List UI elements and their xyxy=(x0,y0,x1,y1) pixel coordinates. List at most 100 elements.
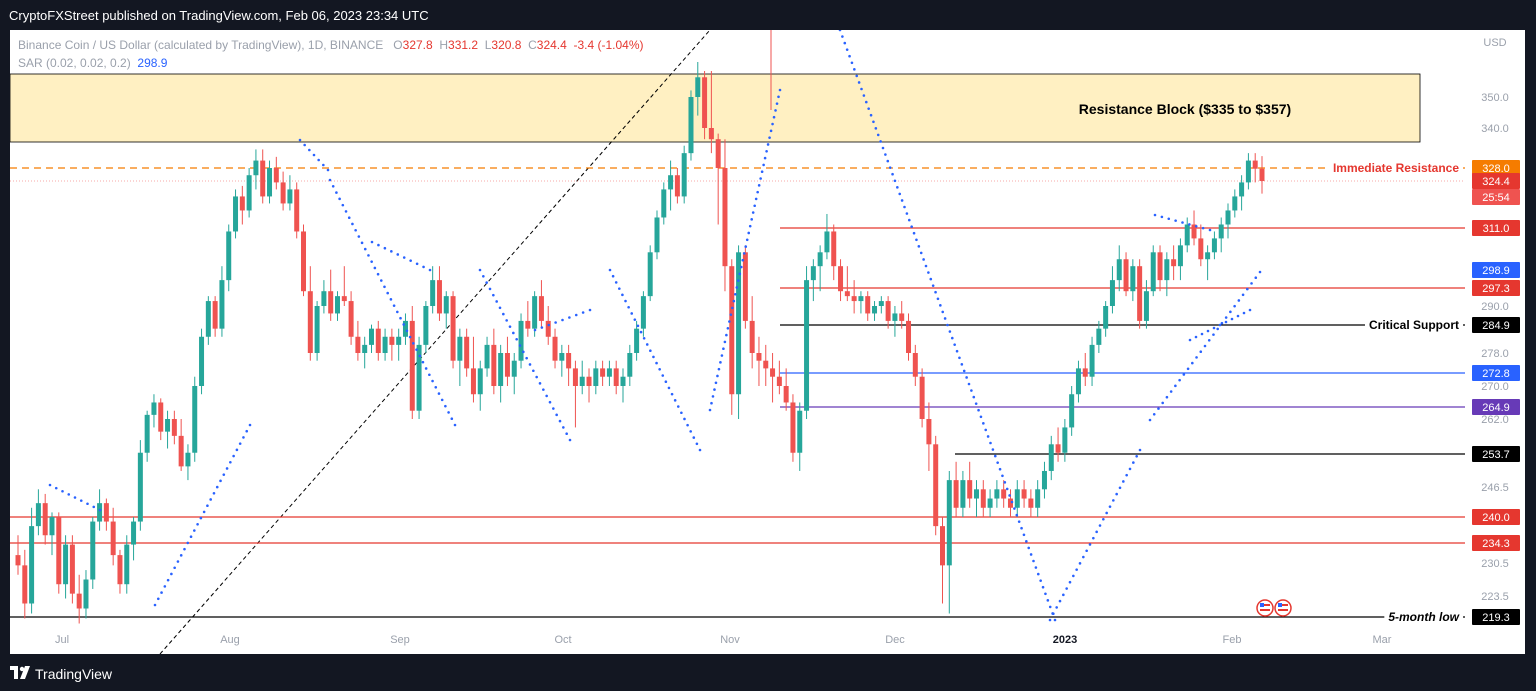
sar-dot xyxy=(953,343,956,346)
sar-dot xyxy=(173,566,176,570)
sar-dot xyxy=(1220,321,1224,325)
sar-dot xyxy=(1135,454,1138,458)
level-tag xyxy=(1472,280,1520,296)
candle-body xyxy=(1096,328,1102,345)
sar-dot xyxy=(1029,553,1033,556)
candle xyxy=(69,535,75,604)
candle-body xyxy=(178,435,184,467)
sar-dot xyxy=(774,109,777,112)
sar-dot xyxy=(1212,333,1215,336)
candle-body xyxy=(545,320,551,337)
sar-dot xyxy=(683,417,686,421)
candle-body xyxy=(158,402,164,432)
candle-body xyxy=(15,555,21,566)
candle-body xyxy=(1123,259,1129,292)
candle xyxy=(593,360,599,395)
sar-dot xyxy=(547,323,551,327)
sar-dot xyxy=(317,158,320,162)
sar-dot xyxy=(202,510,206,514)
sar-dot xyxy=(1128,467,1132,471)
sar-dot xyxy=(919,251,923,255)
candle-body xyxy=(1001,489,1007,499)
symbol-legend: Binance Coin / US Dollar (calculated by … xyxy=(18,38,644,52)
sar-dot xyxy=(1208,228,1212,232)
sar-dot xyxy=(370,240,374,244)
sar-dot xyxy=(1236,314,1240,318)
candle-body xyxy=(702,77,708,128)
candle xyxy=(294,182,300,239)
sar-dot xyxy=(495,300,498,303)
candle xyxy=(872,301,878,321)
candle xyxy=(1184,217,1190,253)
candle-body xyxy=(933,444,939,527)
sar-dot xyxy=(335,191,338,194)
candle-body xyxy=(722,168,728,267)
sar-dot xyxy=(1041,585,1045,589)
sar-dot xyxy=(79,499,83,502)
candle xyxy=(1218,217,1224,253)
sar-dot xyxy=(841,35,844,38)
candle-body xyxy=(117,555,123,585)
sar-dot xyxy=(392,304,396,307)
sar-dot xyxy=(1246,287,1249,291)
candle xyxy=(885,296,891,329)
candle-body xyxy=(42,503,48,536)
candlestick-chart[interactable]: Resistance Block ($335 to $357) Immediat… xyxy=(10,30,1525,654)
sar-dot xyxy=(1157,407,1160,410)
sar-dot xyxy=(751,211,755,214)
candle xyxy=(600,360,606,386)
trendline xyxy=(159,30,711,654)
sar-dot xyxy=(568,316,571,319)
sar-dot xyxy=(554,321,557,324)
candle xyxy=(1069,386,1075,436)
sar-dot xyxy=(61,489,64,493)
candle-body xyxy=(253,160,259,176)
sar-dot xyxy=(614,281,618,284)
candle-body xyxy=(267,168,273,197)
level-label: Critical Support xyxy=(1369,318,1459,332)
sar-dot xyxy=(485,281,488,284)
sar-dot xyxy=(199,516,203,520)
price-tags-layer: 328.0 311.0 297.3 284.9 272.8 264.9 253.7 240.0… xyxy=(1472,160,1520,625)
sar-dot xyxy=(760,170,764,174)
candle xyxy=(1150,245,1156,297)
sar-dot xyxy=(538,382,542,385)
candle xyxy=(1130,259,1136,302)
sar-dot xyxy=(206,504,209,507)
sar-dot xyxy=(428,268,432,272)
sar-dot xyxy=(731,306,734,310)
sar-dot xyxy=(907,218,911,222)
tradingview-logo-icon[interactable] xyxy=(10,666,30,680)
sar-dot xyxy=(1153,213,1157,217)
candle-body xyxy=(63,544,69,585)
candle-body xyxy=(1259,168,1265,181)
candle xyxy=(56,512,62,594)
candle xyxy=(287,175,293,211)
candle-body xyxy=(477,368,483,395)
level-tag xyxy=(1472,399,1520,415)
candle-body xyxy=(919,376,925,419)
chart-frame[interactable]: Resistance Block ($335 to $357) Immediat… xyxy=(10,30,1525,654)
brand-name[interactable]: TradingView xyxy=(35,666,113,682)
candle xyxy=(1198,224,1204,267)
candle xyxy=(1171,245,1177,281)
candle-body xyxy=(817,252,823,267)
candle xyxy=(1014,480,1020,517)
sar-dot xyxy=(1112,499,1115,502)
candle xyxy=(348,291,354,345)
flag-canton xyxy=(1260,603,1264,607)
candle xyxy=(763,344,769,386)
candle xyxy=(341,266,347,306)
candle xyxy=(1143,280,1149,329)
candle xyxy=(491,328,497,395)
candle xyxy=(267,160,273,204)
sar-dot xyxy=(910,225,913,228)
level-tag-text: 272.8 xyxy=(1482,368,1510,380)
level-tag-text: 284.9 xyxy=(1482,320,1510,332)
sar-dot xyxy=(421,360,425,364)
sar-dot xyxy=(993,454,997,458)
candle xyxy=(450,291,456,369)
candle-body xyxy=(409,320,415,411)
sar-dot xyxy=(924,264,928,268)
candle-body xyxy=(219,280,225,329)
